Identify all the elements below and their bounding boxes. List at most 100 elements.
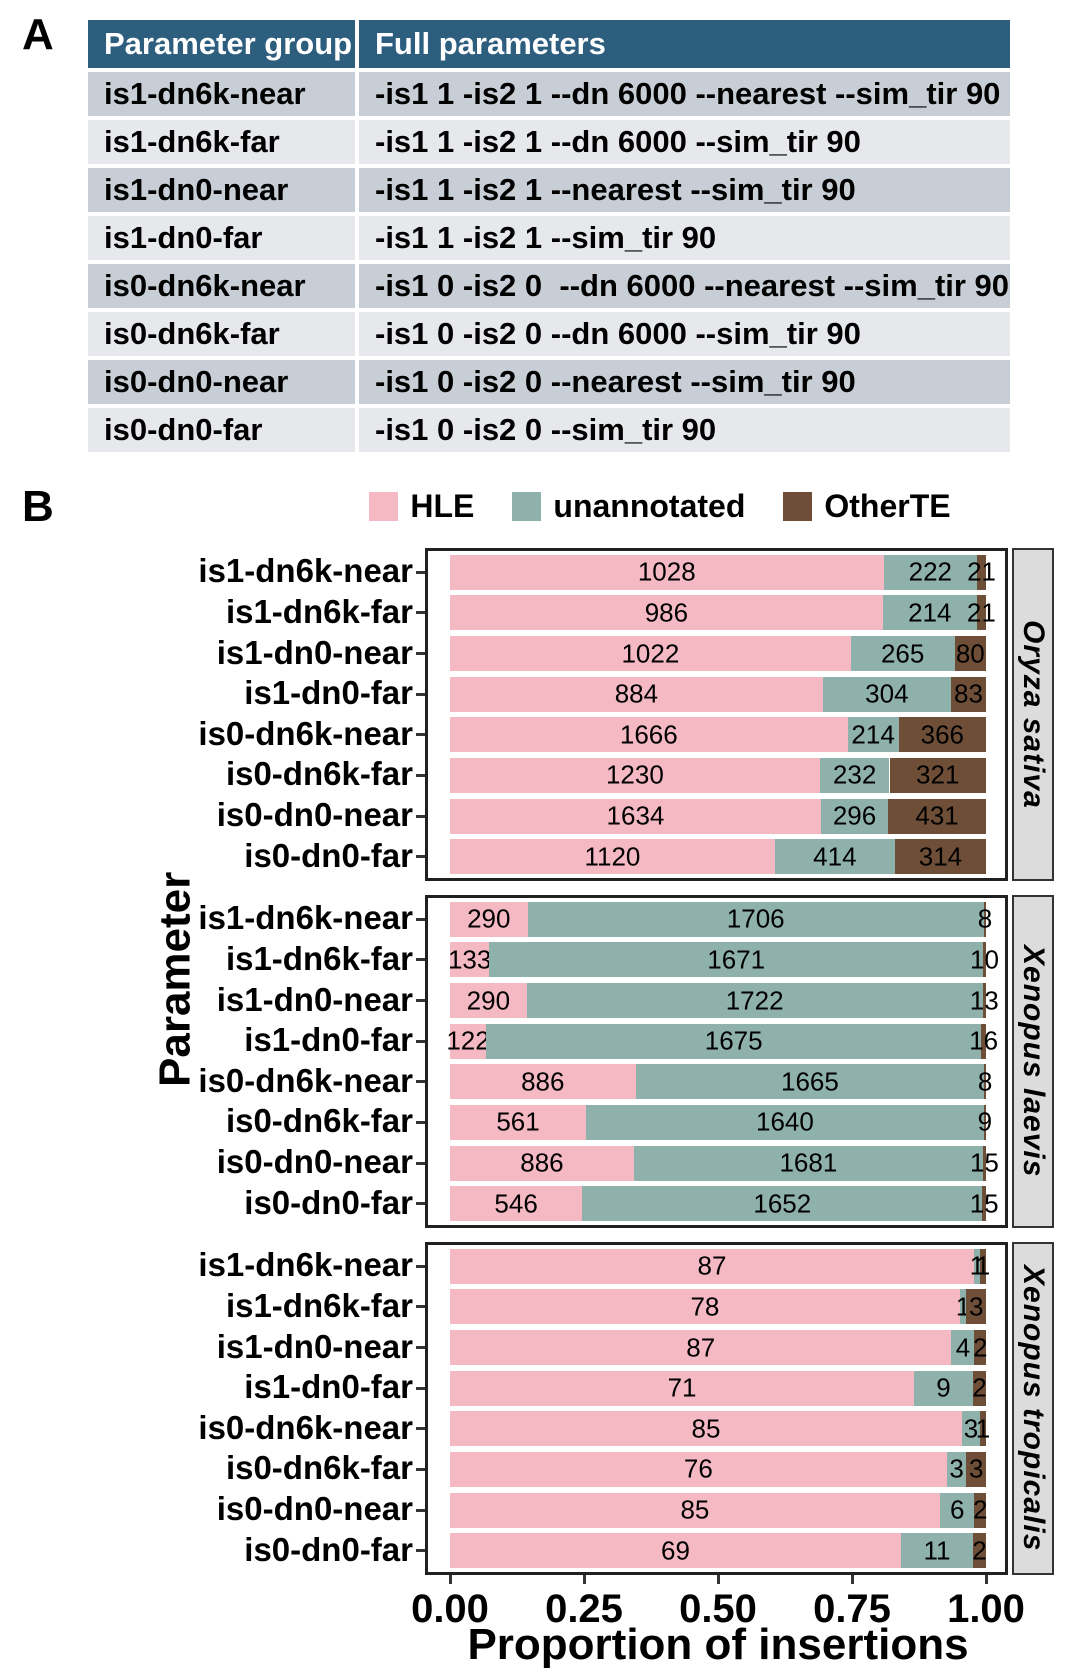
- bar-segment-otherte: 10: [970, 942, 999, 978]
- category-label: is1-dn0-near: [216, 1327, 413, 1365]
- facet-strip-label: Xenopus laevis: [1017, 945, 1050, 1178]
- y-tick-mark: [416, 917, 425, 921]
- bar-segment-hle: 290: [450, 983, 527, 1019]
- y-tick-mark: [416, 1161, 425, 1165]
- bar-segment-unannotated: 3: [961, 1411, 980, 1447]
- x-tick-label: 0.25: [545, 1587, 623, 1631]
- bar-value-label: 296: [832, 800, 877, 831]
- category-label: is0-dn0-far: [244, 836, 413, 874]
- column-divider: [355, 120, 359, 164]
- bar-segment-unannotated: 1681: [633, 1145, 983, 1181]
- bar-value-label: 561: [496, 1106, 540, 1137]
- bar-segment-otherte: 3: [966, 1289, 986, 1325]
- x-tick-mark: [850, 1575, 854, 1584]
- bar-value-label: 2: [972, 1535, 987, 1566]
- bar-value-label: 87: [686, 1332, 716, 1363]
- category-label: is1-dn0-far: [244, 1021, 413, 1059]
- bar-value-label: 1665: [781, 1066, 839, 1097]
- bar-value-label: 21: [967, 556, 997, 587]
- stacked-bar: 886 1665 8: [450, 1064, 992, 1100]
- full-parameters-cell: -is1 0 -is2 0 --dn 6000 --nearest --sim_…: [359, 264, 1010, 308]
- bar-segment-hle: 122: [446, 1023, 490, 1059]
- category-label: is0-dn6k-far: [225, 1102, 413, 1140]
- y-tick-mark: [416, 773, 425, 777]
- bar-segment-otherte: 9: [978, 1104, 992, 1140]
- stacked-bar: 78 1 3: [450, 1289, 986, 1325]
- bar-value-label: 214: [851, 719, 895, 750]
- bar-value-label: 304: [865, 678, 909, 709]
- bar-value-label: 214: [908, 597, 952, 628]
- bar-value-label: 4: [955, 1332, 971, 1363]
- bar-value-label: 15: [969, 1188, 999, 1219]
- facet-strip-label: Oryza sativa: [1017, 620, 1050, 809]
- category-label: is1-dn6k-near: [198, 1246, 413, 1284]
- category-label: is0-dn6k-far: [225, 1449, 413, 1487]
- stacked-bar: 986 214 21: [450, 595, 996, 631]
- legend-label: OtherTE: [824, 487, 951, 524]
- stacked-bar: 1028 222 21: [450, 554, 996, 590]
- full-parameters-cell: -is1 1 -is2 1 --dn 6000 --nearest --sim_…: [359, 72, 1010, 116]
- bar-value-label: 15: [969, 1147, 999, 1178]
- y-tick-mark: [416, 1039, 425, 1043]
- legend-swatch-icon: [369, 491, 399, 521]
- y-tick-mark: [416, 692, 425, 696]
- bar-value-label: 71: [667, 1372, 697, 1403]
- y-tick-mark: [416, 958, 425, 962]
- bar-value-label: 1634: [606, 800, 665, 831]
- y-tick-mark: [416, 814, 425, 818]
- chart-legend: HLE unannotated OtherTE: [240, 486, 1080, 526]
- bar-segment-hle: 1028: [450, 554, 884, 590]
- bar-segment-unannotated: 1675: [486, 1023, 982, 1059]
- category-label: is1-dn6k-far: [225, 592, 413, 630]
- parameter-group-cell: is0-dn0-near: [88, 360, 355, 404]
- bar-value-label: 1671: [707, 944, 766, 975]
- bar-value-label: 2: [972, 1494, 988, 1525]
- bar-value-label: 1028: [637, 556, 696, 587]
- category-label: is1-dn6k-near: [198, 899, 413, 937]
- bar-segment-unannotated: 222: [883, 554, 978, 590]
- bar-segment-hle: 986: [450, 595, 883, 631]
- facet-strip: Xenopus laevis: [1012, 895, 1054, 1228]
- stacked-bar: 69 11 2: [450, 1533, 987, 1569]
- bar-segment-otherte: 431: [888, 798, 986, 834]
- bar-segment-hle: 561: [450, 1104, 587, 1140]
- y-tick-mark: [416, 570, 425, 574]
- bar-segment-unannotated: 214: [882, 595, 977, 631]
- bar-value-label: 1706: [726, 903, 785, 934]
- bar-value-label: 9: [936, 1372, 951, 1403]
- bar-value-label: 83: [954, 678, 983, 709]
- category-label: is0-dn0-near: [216, 1490, 413, 1528]
- y-tick-mark: [416, 1305, 425, 1309]
- bar-segment-unannotated: 1706: [527, 901, 984, 937]
- bar-segment-unannotated: 1671: [489, 942, 984, 978]
- bar-segment-otherte: 3: [966, 1451, 986, 1487]
- bar-segment-hle: 886: [450, 1064, 636, 1100]
- bar-segment-unannotated: 304: [822, 676, 951, 712]
- stacked-bar: 1634 296 431: [450, 798, 986, 834]
- bar-value-label: 290: [466, 985, 511, 1016]
- table-row: is1-dn6k-far -is1 1 -is2 1 --dn 6000 --si…: [88, 120, 1010, 164]
- y-axis-title: Parameter: [150, 871, 200, 1087]
- table-row: is0-dn6k-far -is1 0 -is2 0 --dn 6000 --si…: [88, 312, 1010, 356]
- bar-segment-otherte: 321: [889, 757, 986, 793]
- stacked-bar: 76 3 3: [450, 1451, 986, 1487]
- bar-value-label: 1022: [621, 638, 680, 669]
- bar-segment-hle: 886: [450, 1145, 634, 1181]
- bar-value-label: 76: [683, 1453, 713, 1484]
- category-label: is0-dn0-near: [216, 796, 413, 834]
- bar-segment-hle: 85: [450, 1492, 940, 1528]
- bar-segment-otherte: 15: [970, 1186, 999, 1222]
- bar-segment-unannotated: 6: [939, 1492, 975, 1528]
- table-header-row: Parameter group Full parameters: [88, 20, 1010, 68]
- bar-segment-unannotated: 296: [820, 798, 889, 834]
- y-tick-mark: [416, 733, 425, 737]
- category-label: is1-dn6k-near: [198, 552, 413, 590]
- bar-value-label: 122: [446, 1025, 490, 1056]
- bar-value-label: 1: [975, 1250, 991, 1281]
- bar-segment-hle: 290: [450, 901, 528, 937]
- bar-segment-otherte: 83: [950, 676, 986, 712]
- bar-segment-otherte: 8: [978, 1064, 992, 1100]
- bar-segment-otherte: 16: [969, 1023, 998, 1059]
- y-tick-mark: [416, 652, 425, 656]
- bar-segment-otherte: 15: [970, 1145, 999, 1181]
